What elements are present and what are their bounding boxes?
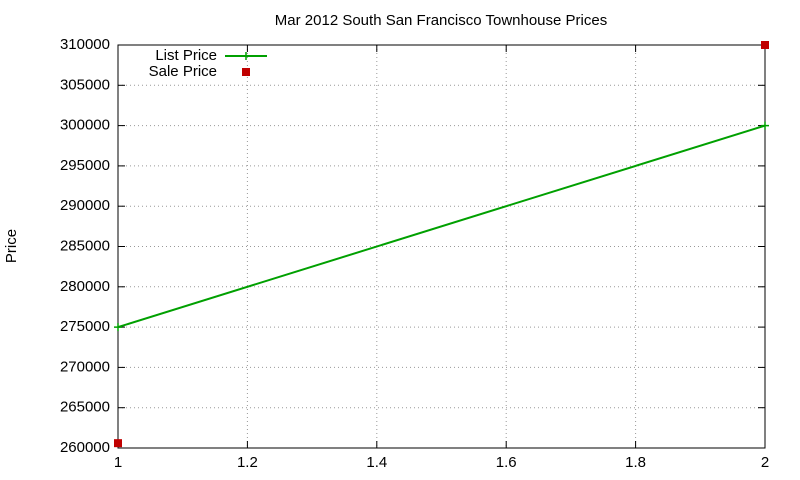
data-point <box>761 41 769 49</box>
y-tick-label: 270000 <box>60 358 110 375</box>
legend-swatch <box>242 68 250 76</box>
y-tick-label: 280000 <box>60 278 110 295</box>
y-tick-label: 290000 <box>60 197 110 214</box>
x-tick-label: 1.4 <box>366 454 387 471</box>
x-tick-label: 1.6 <box>496 454 517 471</box>
data-point <box>114 323 122 332</box>
y-tick-label: 305000 <box>60 76 110 93</box>
y-tick-label: 260000 <box>60 439 110 456</box>
x-tick-label: 2 <box>761 454 769 471</box>
y-tick-label: 300000 <box>60 117 110 134</box>
legend-label: Sale Price <box>149 63 217 80</box>
series-line <box>117 124 766 329</box>
x-tick-label: 1.8 <box>625 454 646 471</box>
chart-title: Mar 2012 South San Francisco Townhouse P… <box>275 12 607 29</box>
y-axis-label: Price <box>3 229 20 263</box>
y-tick-label: 265000 <box>60 399 110 416</box>
plot-frame <box>117 44 766 449</box>
legend-label: List Price <box>155 47 217 64</box>
y-tick-label: 310000 <box>60 36 110 53</box>
y-tick-label: 295000 <box>60 157 110 174</box>
legend-swatch <box>242 52 250 60</box>
data-point <box>761 121 769 130</box>
y-tick-label: 275000 <box>60 318 110 335</box>
x-tick-label: 1 <box>114 454 122 471</box>
data-point <box>114 439 122 448</box>
x-tick-label: 1.2 <box>237 454 258 471</box>
y-tick-label: 285000 <box>60 237 110 254</box>
